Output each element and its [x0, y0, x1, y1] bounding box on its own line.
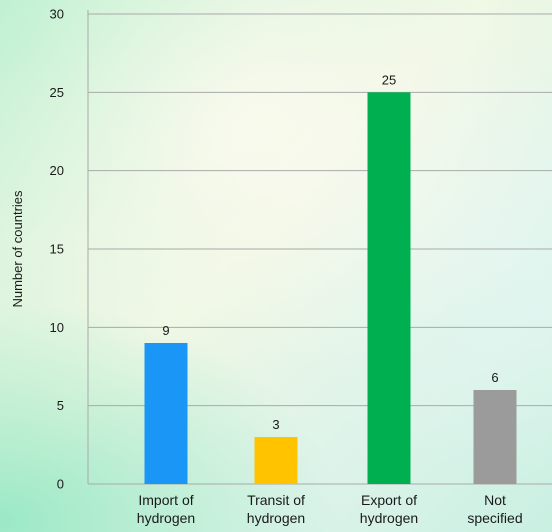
x-tick-label: hydrogen: [360, 510, 418, 526]
y-tick-label: 20: [50, 163, 64, 178]
y-axis-title: Number of countries: [10, 190, 25, 308]
y-tick-label: 25: [50, 85, 64, 100]
bar: [144, 343, 188, 484]
x-tick-label: Export of: [361, 492, 417, 508]
y-tick-label: 5: [57, 398, 64, 413]
y-tick-label: 15: [50, 242, 64, 257]
x-tick-label: hydrogen: [137, 510, 195, 526]
x-tick-label: specified: [467, 510, 522, 526]
value-label: 25: [382, 72, 396, 87]
x-tick-label: Transit of: [247, 492, 305, 508]
y-tick-label: 10: [50, 320, 64, 335]
value-label: 6: [491, 370, 498, 385]
value-label: 9: [162, 323, 169, 338]
y-tick-label: 30: [50, 7, 64, 22]
x-tick-label: hydrogen: [247, 510, 305, 526]
x-tick-label: Not: [484, 492, 506, 508]
x-tick-label: Import of: [138, 492, 193, 508]
bar: [367, 92, 411, 484]
bar: [254, 437, 298, 484]
y-tick-label: 0: [57, 477, 64, 492]
value-label: 3: [272, 417, 279, 432]
bar: [473, 390, 517, 484]
